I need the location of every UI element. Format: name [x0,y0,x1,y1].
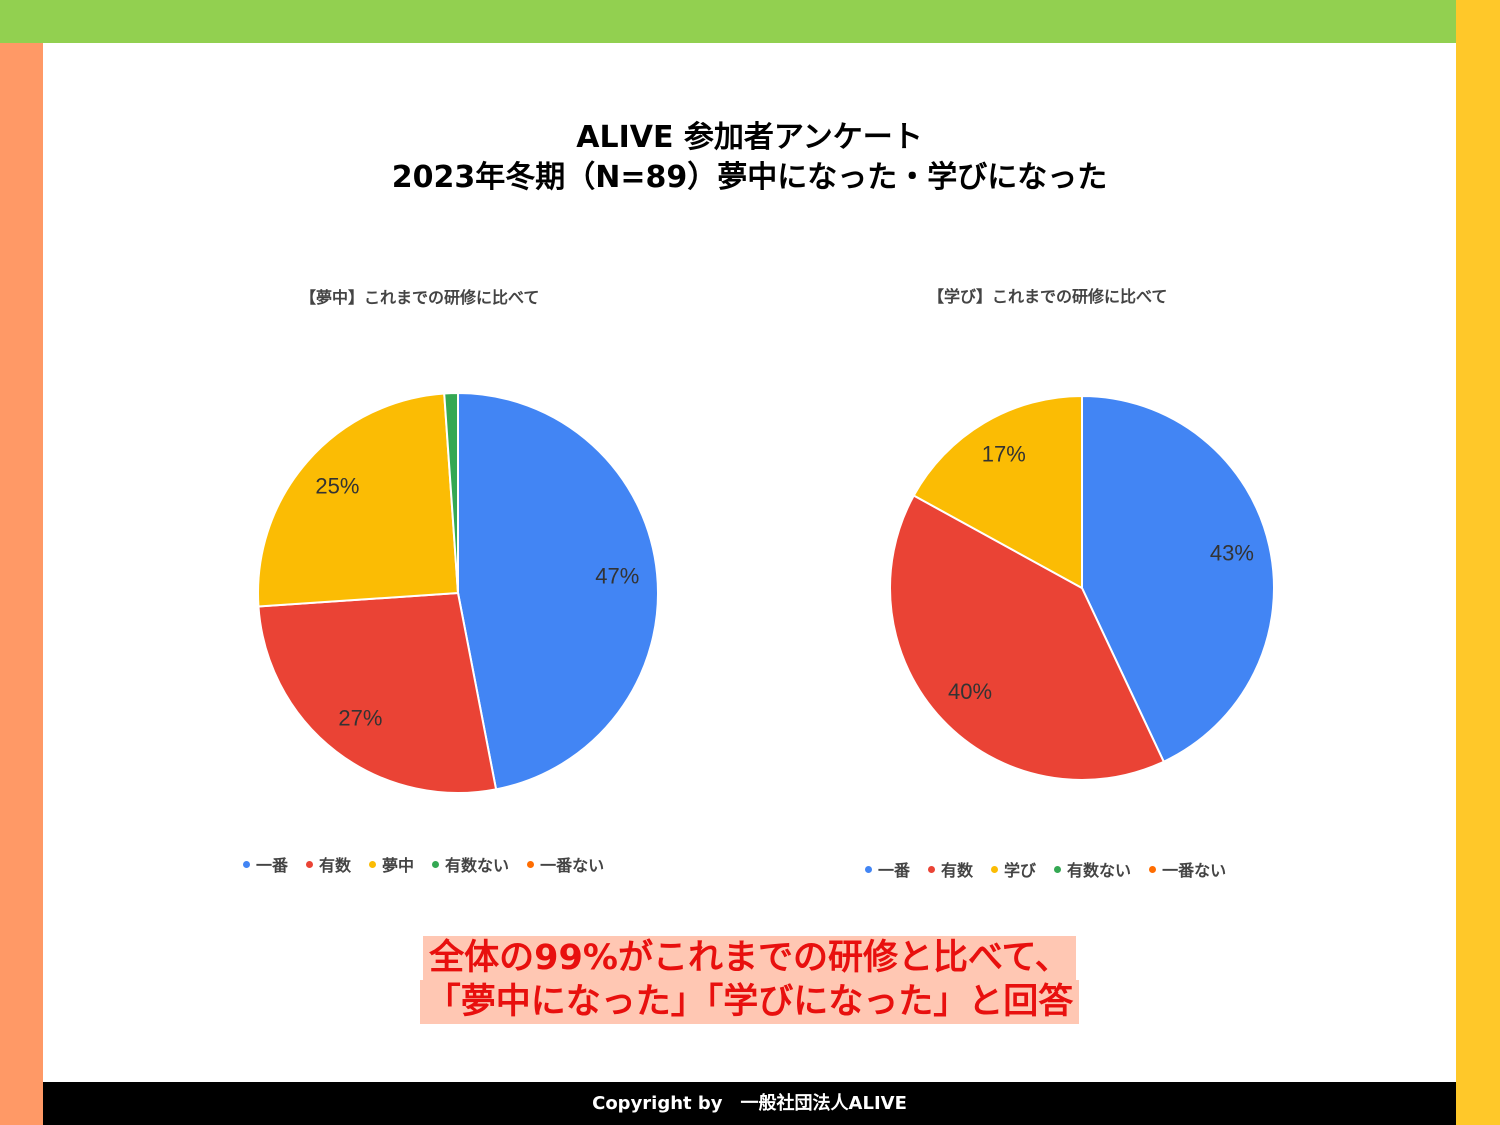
left-accent-bar [0,43,43,1125]
legend-item-1-3: 有数ない [1054,857,1131,881]
legend-label-0-0: 一番 [256,856,289,875]
legend-label-0-3: 有数ない [445,856,510,875]
copyright-footer: Copyright by 一般社団法人ALIVE [43,1082,1456,1125]
pie-slice-1-1 [889,494,1166,781]
pie-slice-0-2 [257,392,460,608]
slide-title: ALIVE 参加者アンケート [576,120,923,155]
pie-slice-0-1 [257,591,498,794]
legend-label-0-2: 夢中 [382,856,415,875]
legend-label-1-1: 有数 [941,861,974,880]
legend-item-0-0: 一番 [243,852,288,876]
legend-swatch-0-3 [432,860,440,868]
legend-manabi: 一番 有数 学び 有数ない 一番ない [865,857,1226,881]
pie-label-0-0: 47% [595,564,639,589]
legend-item-1-0: 一番 [865,857,910,881]
legend-label-1-4: 一番ない [1162,861,1227,880]
callout-text-2: 「夢中になった」「学びになった」と回答 [419,980,1080,1024]
legend-swatch-0-0 [243,860,250,868]
legend-swatch-1-2 [991,865,999,873]
callout-text-1: 全体の99%がこれまでの研修と比べて、 [423,936,1076,980]
callout-line-1: 全体の99%がこれまでの研修と比べて、 [43,936,1456,980]
pie-label-1-0: 43% [1210,540,1254,565]
legend-item-1-4: 一番ない [1149,857,1226,881]
legend-item-1-1: 有数 [928,857,973,881]
slide-subtitle: 2023年冬期（N=89）夢中になった・学びになった [391,160,1108,195]
legend-swatch-1-0 [865,865,872,873]
legend-label-1-2: 学び [1004,861,1037,880]
pie-slice-0-3 [443,391,459,594]
legend-swatch-1-3 [1054,865,1062,873]
pie-slice-1-2 [912,394,1083,590]
pie-slice-1-0 [1081,394,1275,764]
chart-title-muchu: 【夢中】これまでの研修に比べて [300,288,540,307]
legend-swatch-0-2 [369,860,377,868]
legend-label-0-1: 有数 [319,856,352,875]
chart-title-manabi: 【学び】これまでの研修に比べて [928,287,1168,306]
pie-slice-0-0 [457,391,659,791]
legend-muchu: 一番 有数 夢中 有数ない 一番ない [243,852,604,876]
pie-chart-muchu: 47% 27% 25% [257,391,659,794]
legend-swatch-1-4 [1149,865,1157,873]
legend-label-1-3: 有数ない [1067,861,1132,880]
pie-label-0-2: 25% [315,474,359,499]
legend-item-1-2: 学び [991,857,1036,881]
callout-line-2: 「夢中になった」「学びになった」と回答 [43,980,1456,1024]
legend-swatch-0-4 [527,860,535,868]
pie-label-0-1: 27% [338,706,382,731]
top-accent-bar [0,0,1456,43]
legend-swatch-0-1 [306,860,314,868]
legend-swatch-1-1 [928,865,936,873]
pie-label-1-1: 40% [948,679,992,704]
pie-chart-manabi: 43% 40% 17% [889,394,1275,781]
legend-item-0-2: 夢中 [369,852,414,876]
legend-label-0-4: 一番ない [540,856,605,875]
pie-label-1-2: 17% [982,442,1026,467]
right-accent-bar [1456,0,1500,1125]
legend-item-0-4: 一番ない [527,852,604,876]
legend-label-1-0: 一番 [878,861,911,880]
legend-item-0-1: 有数 [306,852,351,876]
legend-item-0-3: 有数ない [432,852,509,876]
